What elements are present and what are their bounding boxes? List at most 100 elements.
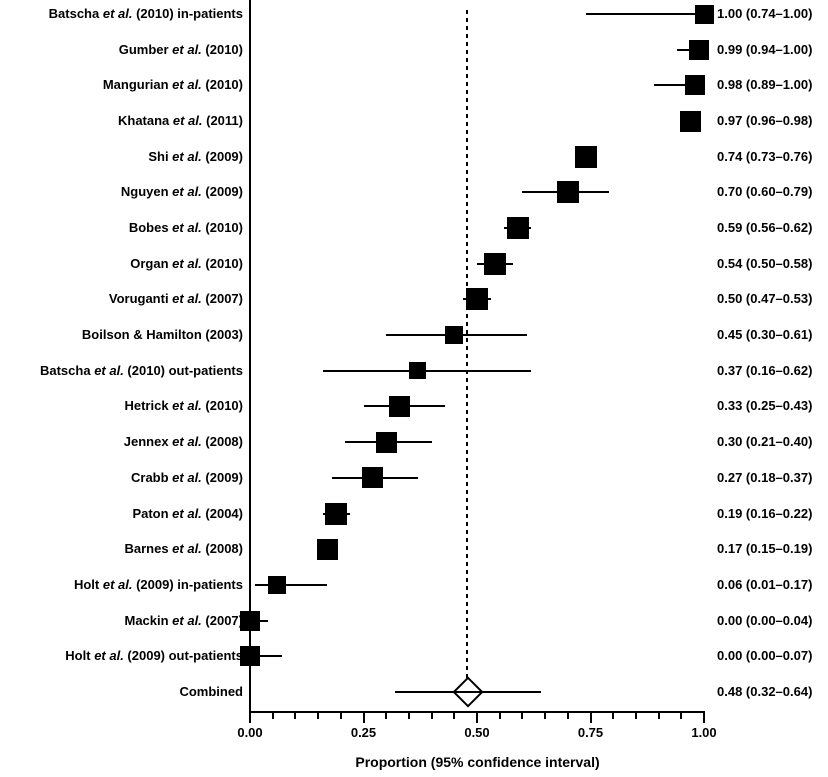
estimate-square-marker <box>325 502 348 525</box>
study-label: Barnes et al. (2008) <box>0 541 243 557</box>
study-label-etal: et al. <box>172 113 203 129</box>
estimate-square-marker <box>484 252 507 275</box>
study-label: Jennex et al. (2008) <box>0 434 243 450</box>
x-axis-major-tick <box>362 712 365 723</box>
estimate-square-marker <box>375 431 397 453</box>
study-label-text: Mackin <box>124 612 173 628</box>
study-label-suffix: (2009) <box>201 148 243 164</box>
confidence-interval-line <box>254 583 328 586</box>
x-axis-tick-label: 0.75 <box>577 725 604 740</box>
estimate-square-marker <box>268 575 287 594</box>
study-label: Organ et al. (2010) <box>0 256 243 272</box>
study-label-etal: et al. <box>172 434 202 450</box>
estimate-value-label: 0.00 (0.00–0.07) <box>717 648 813 664</box>
study-label-text: Khatana <box>117 113 173 129</box>
estimate-square-marker <box>316 538 338 560</box>
study-label-text: Crabb <box>131 469 173 485</box>
study-label-text: Jennex <box>123 434 173 450</box>
x-axis-minor-tick <box>680 712 683 719</box>
x-axis-major-tick <box>476 712 478 723</box>
study-label-text: Shi <box>148 148 173 164</box>
estimate-value-label: 1.00 (0.74–1.00) <box>717 6 813 21</box>
estimate-value-label: 0.30 (0.21–0.40) <box>717 434 813 450</box>
study-label-etal: et al. <box>172 220 202 236</box>
x-axis-minor-tick <box>453 712 456 719</box>
study-label-suffix: (2008) <box>201 541 243 557</box>
study-label-text: Batscha <box>48 6 103 21</box>
estimate-square-marker <box>689 39 710 60</box>
estimate-square-marker <box>409 362 427 380</box>
study-label-etal: et al. <box>172 184 202 200</box>
estimate-value-label: 0.37 (0.16–0.62) <box>717 362 813 378</box>
study-label: Batscha et al. (2010) in-patients <box>0 6 243 22</box>
estimate-value-label: 0.97 (0.96–0.98) <box>717 113 813 129</box>
estimate-square-marker <box>556 181 579 204</box>
estimate-value-label: 0.19 (0.16–0.22) <box>717 505 813 521</box>
estimate-value-label: 0.70 (0.60–0.79) <box>717 184 813 200</box>
study-label: Shi et al. (2009) <box>0 149 243 165</box>
estimate-value-label: 0.33 (0.25–0.43) <box>717 398 813 414</box>
x-axis-tick-label: 0.50 <box>464 725 490 740</box>
x-axis-minor-tick <box>521 712 524 719</box>
study-label-suffix: (2010) <box>201 41 243 57</box>
study-label: Boilson & Hamilton (2003) <box>0 327 243 343</box>
study-label-suffix: (2008) <box>201 434 243 450</box>
x-axis-minor-tick <box>294 712 297 719</box>
x-axis-tick-label: 0.25 <box>350 725 377 740</box>
study-label: Combined <box>0 684 243 700</box>
estimate-square-marker <box>506 217 529 240</box>
study-label-suffix: (2004) <box>201 505 243 521</box>
study-label-etal: et al. <box>172 541 202 557</box>
estimate-value-label: 0.54 (0.50–0.58) <box>717 255 813 271</box>
study-label-etal: et al. <box>172 469 202 485</box>
study-label: Voruganti et al. (2007) <box>0 291 243 307</box>
estimate-value-label: 0.45 (0.30–0.61) <box>717 327 813 343</box>
estimate-square-marker <box>389 395 411 417</box>
study-label-suffix: (2010) <box>201 398 243 414</box>
estimate-square-marker <box>679 110 701 132</box>
x-axis-major-tick <box>589 712 592 723</box>
study-label-suffix: (2009) in-patients <box>132 576 243 592</box>
study-label-text: Holt <box>65 648 95 664</box>
x-axis-tick-label: 1.00 <box>691 725 717 740</box>
study-label-text: Batscha <box>39 362 95 378</box>
study-label-suffix: (2010) <box>201 220 243 236</box>
x-axis-minor-tick <box>498 712 501 719</box>
x-axis-minor-tick <box>430 712 433 719</box>
x-axis-minor-tick <box>612 712 615 719</box>
study-label-text: Mangurian <box>102 77 173 93</box>
confidence-interval-line <box>250 655 282 658</box>
study-label-etal: et al. <box>172 41 202 57</box>
estimate-square-marker <box>240 646 260 667</box>
study-label-text: Holt <box>73 576 103 592</box>
x-axis-minor-tick <box>339 712 342 719</box>
study-label-suffix: (2009) <box>201 184 243 200</box>
estimate-value-label: 0.59 (0.56–0.62) <box>717 220 813 236</box>
study-label: Nguyen et al. (2009) <box>0 184 243 200</box>
study-label: Bobes et al. (2010) <box>0 220 243 236</box>
estimate-square-marker <box>240 610 260 631</box>
x-axis-tick-label: 0.00 <box>237 725 263 740</box>
estimate-value-label: 0.06 (0.01–0.17) <box>717 576 813 592</box>
study-label: Mangurian et al. (2010) <box>0 77 243 93</box>
study-label-etal: et al. <box>172 612 202 628</box>
estimate-square-marker <box>362 467 384 489</box>
estimate-square-marker <box>445 326 464 345</box>
study-label: Hetrick et al. (2010) <box>0 398 243 414</box>
study-label-etal: et al. <box>94 648 124 664</box>
estimate-value-label: 0.27 (0.18–0.37) <box>717 469 813 485</box>
x-axis-title: Proportion (95% confidence interval) <box>355 754 600 770</box>
study-label-text: Nguyen <box>120 184 173 200</box>
study-label-suffix: (2009) out-patients <box>123 648 243 664</box>
study-label-text: Voruganti <box>108 291 173 307</box>
study-label-suffix: (2011) <box>202 113 243 129</box>
study-label: Mackin et al. (2007) <box>0 613 243 629</box>
study-label: Crabb et al. (2009) <box>0 470 243 486</box>
x-axis-minor-tick <box>317 712 320 719</box>
study-label-etal: et al. <box>172 291 202 307</box>
study-label-suffix: (2007) <box>201 291 243 307</box>
combined-estimate-dashed-line <box>466 10 468 678</box>
study-label-text: Gumber <box>118 41 173 57</box>
confidence-interval-line <box>654 84 704 87</box>
